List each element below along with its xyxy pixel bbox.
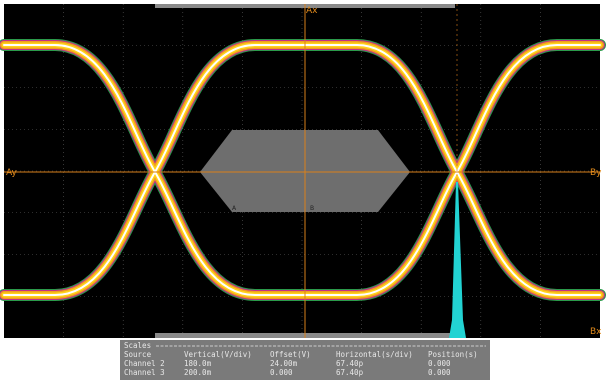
eye-trace (0, 39, 606, 301)
column-header: Position(s) (428, 350, 478, 359)
table-cell: 24.00m (270, 359, 298, 368)
table-cell: 200.0m (184, 368, 212, 377)
column-header: Offset(V) (270, 350, 311, 359)
table-cell: 0.000 (428, 368, 451, 377)
marker-label: Ax (306, 6, 318, 16)
column-header: Vertical(V/div) (184, 350, 252, 359)
trace-layer (3, 44, 601, 296)
mask-label: A (232, 205, 237, 212)
table-cell: 0.000 (428, 359, 451, 368)
marker-label: Ay (6, 168, 18, 178)
histogram (449, 182, 466, 338)
marker-label: By (590, 168, 602, 178)
table-cell: 0.000 (270, 368, 293, 377)
trace-layer (3, 44, 601, 296)
table-cell: Channel 2 (124, 359, 165, 368)
table-cell: 67.40p (336, 359, 364, 368)
mask-label: B (310, 205, 314, 212)
table-cell: 180.0m (184, 359, 212, 368)
scales-table: Source Vertical(V/div) Offset(V) Horizontal… (124, 350, 478, 377)
column-header: Horizontal(s/div) (336, 350, 413, 359)
scales-panel (120, 340, 490, 380)
scales-title: Scales (124, 341, 151, 350)
table-cell: Channel 3 (124, 368, 165, 377)
marker-label: Bx (590, 327, 602, 337)
column-header: Source (124, 350, 152, 359)
table-cell: 67.40p (336, 368, 364, 377)
